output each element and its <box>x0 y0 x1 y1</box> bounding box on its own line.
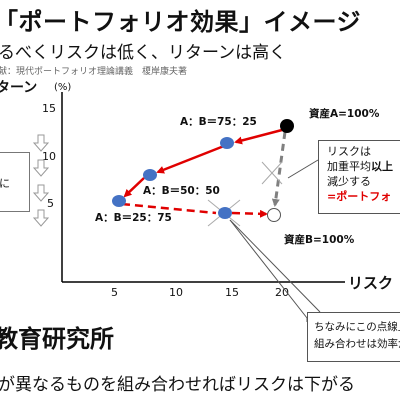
callout-pointer <box>287 159 319 179</box>
bottom-caption: が異なるものを組み合わせればリスクは下がる <box>0 375 355 395</box>
point-asset-a <box>280 119 294 133</box>
arrow-a-to-75 <box>234 128 283 145</box>
y-axis-label: ターン <box>0 80 38 96</box>
arrow-50-to-25 <box>123 177 145 198</box>
note-pointer <box>229 219 308 322</box>
callout-emphasis: 以上 <box>371 160 393 173</box>
reference-text: 献：現代ポートフォリオ理論講義 榎岸康夫著 <box>0 67 188 77</box>
point-75-25 <box>220 137 234 149</box>
y-tick-label: 5 <box>47 197 54 210</box>
callout-text: 加重平均 <box>327 160 371 173</box>
note-line: 組み合わせは効率が <box>314 338 400 350</box>
y-tick-label: 15 <box>42 102 56 115</box>
slide-subtitle: るべくリスクは低く、リターンは高く <box>0 43 287 63</box>
dashed-red-line <box>121 202 217 215</box>
x-tick-label: 10 <box>169 286 183 299</box>
slide-title: 「ポートフォリオ効果」イメージ <box>0 8 362 36</box>
x-tick-label: 15 <box>225 286 239 299</box>
point-asset-b <box>267 208 281 222</box>
callout-line: 減少する <box>327 175 371 188</box>
dashed-red-arrow <box>231 209 268 218</box>
callout-line: リスクは <box>327 145 371 158</box>
point-25-75 <box>112 195 126 207</box>
left-box-text: に <box>0 177 10 190</box>
note-box: ちなみにこの点線上 組み合わせは効率が <box>307 312 400 362</box>
callout-highlight: =ポートフォ <box>327 190 392 203</box>
point-label-50-50: A：B＝50：50 <box>143 185 220 197</box>
point-label-75-25: A：B＝75：25 <box>180 116 257 128</box>
point-label-25-75: A：B＝25：75 <box>95 212 172 224</box>
point-mid-dashed <box>218 207 232 219</box>
y-tick-label: 10 <box>42 150 56 163</box>
down-arrow-icons <box>32 134 50 227</box>
x-axis-label: リスク <box>348 274 394 292</box>
organization-name: 教育研究所 <box>0 325 114 353</box>
point-label-asset-a: 資産A=100% <box>309 108 380 120</box>
arrow-75-to-50 <box>156 144 225 174</box>
point-50-50 <box>143 169 157 181</box>
point-label-asset-b: 資産B=100% <box>284 234 355 246</box>
left-side-box: に <box>0 152 30 212</box>
callout-box: リスクは 加重平均以上 減少する =ポートフォ <box>318 140 400 214</box>
x-tick-label: 20 <box>275 286 289 299</box>
note-line: ちなみにこの点線上 <box>314 321 400 333</box>
callout-line: 加重平均以上 <box>327 159 400 174</box>
y-axis-unit: (%) <box>54 82 72 93</box>
x-tick-label: 5 <box>111 286 118 299</box>
dashed-gray-arrow <box>271 131 287 207</box>
